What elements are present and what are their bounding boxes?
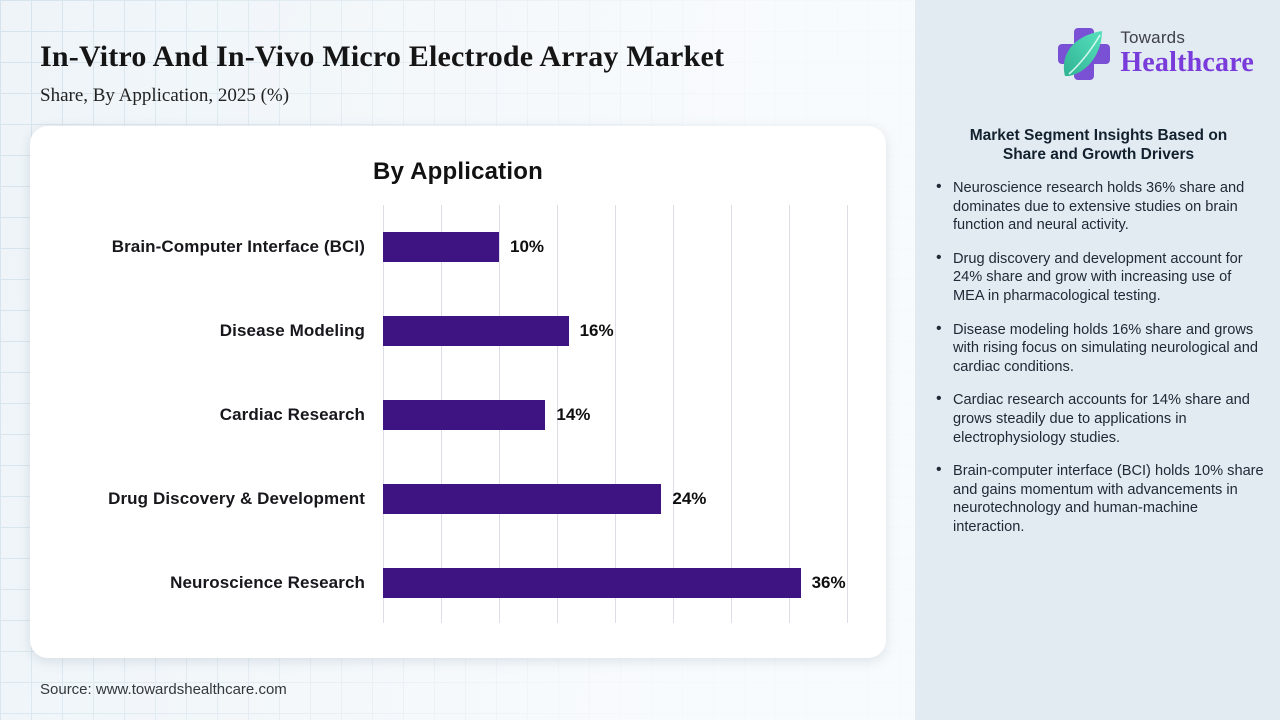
logo-text-towards: Towards [1120, 28, 1186, 47]
insights-heading: Market Segment Insights Based on Share a… [969, 127, 1228, 163]
bar-track: 16% [383, 316, 847, 346]
bar-value-label: 24% [672, 489, 707, 508]
gridline [789, 205, 790, 623]
healthcare-cross-leaf-icon [1058, 28, 1111, 80]
category-label: Disease Modeling [219, 321, 365, 340]
insights-block: Market Segment Insights Based on Share a… [931, 126, 1266, 552]
gridline [847, 205, 848, 623]
chart-row: Brain-Computer Interface (BCI) 10% [30, 232, 886, 262]
bar-track: 14% [383, 400, 847, 430]
chart-title: By Application [373, 158, 543, 185]
insight-bullet: Drug discovery and development account f… [931, 249, 1266, 306]
gridline [731, 205, 732, 623]
bar [383, 484, 662, 514]
bar [383, 232, 499, 262]
insight-bullet: Neuroscience research holds 36% share an… [931, 178, 1266, 235]
insight-bullet: Cardiac research accounts for 14% share … [931, 390, 1266, 447]
page-title: In-Vitro And In-Vivo Micro Electrode Arr… [40, 40, 725, 73]
category-label: Drug Discovery & Development [108, 489, 365, 508]
category-label: Brain-Computer Interface (BCI) [111, 237, 365, 256]
bar [383, 316, 569, 346]
brand-logo: Towards Healthcare [1056, 24, 1254, 82]
chart-row: Drug Discovery & Development 24% [30, 484, 886, 514]
bar [383, 568, 801, 598]
chart-row: Cardiac Research 14% [30, 400, 886, 430]
insights-panel: Towards Healthcare Market Segment Insigh… [915, 0, 1280, 720]
chart-row: Disease Modeling 16% [30, 316, 886, 346]
bar-value-label: 16% [579, 321, 614, 340]
gridline [673, 205, 674, 623]
bar-value-label: 36% [811, 573, 846, 592]
category-label: Cardiac Research [219, 405, 365, 424]
source-attribution: Source: www.towardshealthcare.com [40, 681, 287, 698]
bar [383, 400, 546, 430]
gridline [615, 205, 616, 623]
category-label: Neuroscience Research [170, 573, 365, 592]
bar-track: 10% [383, 232, 847, 262]
bar-track: 36% [383, 568, 847, 598]
gridline [557, 205, 558, 623]
page-subtitle: Share, By Application, 2025 (%) [40, 85, 290, 106]
chart-plot-area: Brain-Computer Interface (BCI) 10% Disease… [30, 205, 886, 623]
logo-text-healthcare: Healthcare [1120, 47, 1254, 78]
bar-track: 24% [383, 484, 847, 514]
insight-bullet: Disease modeling holds 16% share and gro… [931, 320, 1266, 377]
chart-row: Neuroscience Research 36% [30, 568, 886, 598]
bar-value-label: 14% [556, 405, 591, 424]
insight-bullet: Brain-computer interface (BCI) holds 10%… [931, 461, 1266, 536]
insights-list: Neuroscience research holds 36% share an… [931, 178, 1266, 537]
bar-value-label: 10% [510, 237, 545, 256]
chart-card: By Application Brain-Computer Interface … [30, 126, 886, 658]
